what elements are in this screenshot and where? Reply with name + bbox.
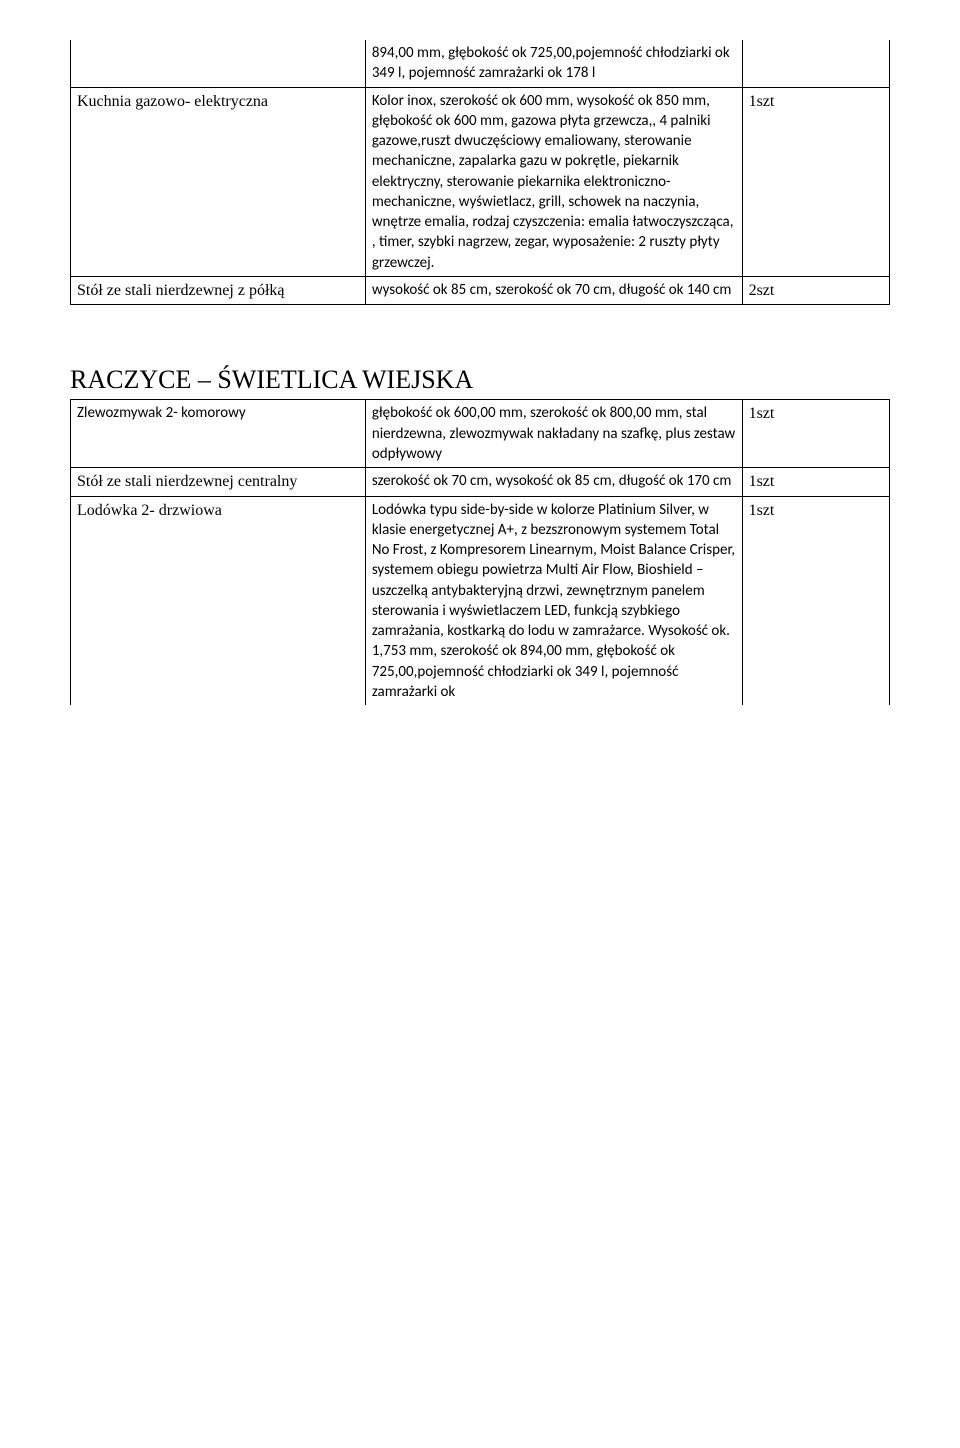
table-section2: Zlewozmywak 2- komorowy głębokość ok 600… bbox=[70, 399, 890, 705]
cell-empty bbox=[742, 40, 889, 87]
cell-desc: szerokość ok 70 cm, wysokość ok 85 cm, d… bbox=[365, 468, 742, 497]
table-row: 894,00 mm, głębokość ok 725,00,pojemność… bbox=[71, 40, 890, 87]
page: 894,00 mm, głębokość ok 725,00,pojemność… bbox=[0, 0, 960, 745]
cell-desc: wysokość ok 85 cm, szerokość ok 70 cm, d… bbox=[365, 276, 742, 305]
cell-desc: Lodówka typu side-by-side w kolorze Plat… bbox=[365, 496, 742, 705]
table-top: 894,00 mm, głębokość ok 725,00,pojemność… bbox=[70, 40, 890, 305]
cell-qty: 1szt bbox=[742, 496, 889, 705]
cell-desc: głębokość ok 600,00 mm, szerokość ok 800… bbox=[365, 400, 742, 468]
cell-name: Zlewozmywak 2- komorowy bbox=[71, 400, 366, 468]
cell-qty: 1szt bbox=[742, 87, 889, 276]
table-row: Lodówka 2- drzwiowa Lodówka typu side-by… bbox=[71, 496, 890, 705]
cell-name: Stół ze stali nierdzewnej z półką bbox=[71, 276, 366, 305]
cell-qty: 1szt bbox=[742, 400, 889, 468]
table-row: Zlewozmywak 2- komorowy głębokość ok 600… bbox=[71, 400, 890, 468]
cell-empty bbox=[71, 40, 366, 87]
cell-name: Lodówka 2- drzwiowa bbox=[71, 496, 366, 705]
cell-name: Kuchnia gazowo- elektryczna bbox=[71, 87, 366, 276]
cell-desc: 894,00 mm, głębokość ok 725,00,pojemność… bbox=[365, 40, 742, 87]
cell-desc: Kolor inox, szerokość ok 600 mm, wysokoś… bbox=[365, 87, 742, 276]
cell-qty: 1szt bbox=[742, 468, 889, 497]
cell-qty: 2szt bbox=[742, 276, 889, 305]
table-row: Stół ze stali nierdzewnej centralny szer… bbox=[71, 468, 890, 497]
cell-name: Stół ze stali nierdzewnej centralny bbox=[71, 468, 366, 497]
section-title: RACZYCE – ŚWIETLICA WIEJSKA bbox=[70, 365, 890, 395]
table-row: Kuchnia gazowo- elektryczna Kolor inox, … bbox=[71, 87, 890, 276]
table-row: Stół ze stali nierdzewnej z półką wysoko… bbox=[71, 276, 890, 305]
